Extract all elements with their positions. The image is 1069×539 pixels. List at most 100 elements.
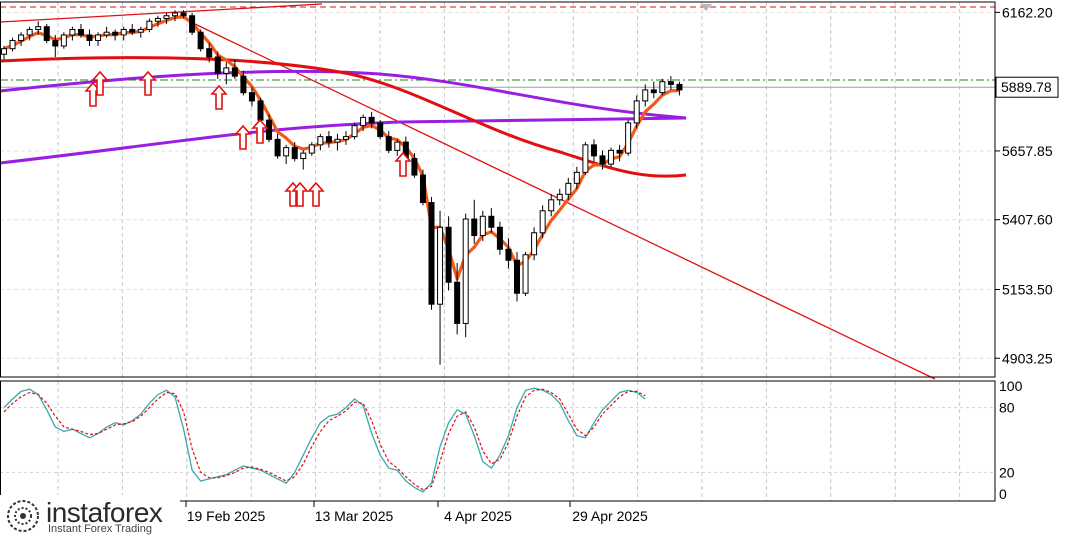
candle [274,133,281,159]
candle-body [69,28,76,36]
candle [77,23,84,38]
candle [454,262,461,335]
candle-body [548,199,555,212]
instaforex-logo: instaforex Instant Forex Trading [0,495,180,539]
candle [248,87,255,107]
buy-signal-arrow [251,118,269,144]
candle-body [488,215,495,228]
candle-body [146,20,153,30]
signal-arrows [84,70,412,207]
candle [189,12,196,35]
candle-body [539,210,546,234]
candle-body [223,67,230,74]
candle-body [368,116,375,124]
candle-body [26,28,33,36]
candle [137,26,144,38]
candle [411,153,418,178]
candle [197,29,204,52]
buy-signal-arrow [394,151,412,177]
price-tick-label: 5657.85 [1002,143,1053,159]
candle [650,81,657,99]
candle [428,197,435,310]
candle-body [608,149,615,165]
candle [43,23,50,44]
candle [522,252,529,296]
candle [308,142,315,156]
candle-body [308,144,315,154]
candle [573,166,580,189]
candle [334,133,341,151]
oscillator-tick-label: 0 [999,486,1007,502]
candle [608,147,615,167]
candle [590,139,597,162]
candle [317,133,324,151]
candle [471,199,478,244]
candle [214,51,221,79]
candle [565,177,572,200]
date-tick-label: 29 Apr 2025 [572,508,648,524]
candle [103,26,110,38]
candle-body [556,193,563,201]
candle-body [240,75,247,94]
candle-body [18,34,25,41]
candle-body [573,171,580,184]
candle [9,37,16,52]
candle [60,32,67,49]
panel-frames [0,1,996,502]
candle-body [180,12,187,17]
candle-body [112,31,119,36]
candle [505,238,512,269]
candle [616,144,623,162]
candle-body [172,12,178,17]
candle-body [77,28,84,36]
oscillator-tick-label: 100 [999,378,1023,394]
upper-trend-line [0,3,323,23]
candle [556,188,563,206]
candle [394,139,401,156]
price-tick-label: 5153.50 [1002,282,1053,298]
candle-body [163,15,170,19]
logo-brand: instaforex [46,497,163,528]
oscillator-tick-label: 80 [999,400,1015,416]
candle [86,29,93,46]
candle-body [522,254,529,294]
candle [419,169,426,206]
candle [35,21,42,35]
candle-body [137,28,144,33]
candle [496,221,503,255]
candle [1,45,7,60]
oscillator-signal-line [3,388,646,491]
candle [343,131,349,145]
oscillator-axis: 100 80 20 0 [999,378,1023,502]
candle-body [582,144,589,173]
candle [479,210,486,242]
price-tick-label: 4903.25 [1002,350,1053,366]
candle-body [103,31,110,36]
candle [676,81,683,96]
candle [112,29,119,41]
buy-signal-arrow [234,124,252,150]
candle-body [43,26,50,41]
current-price-box [995,76,1059,98]
candle [163,12,170,24]
candle [300,150,307,170]
candle-body [86,34,93,41]
candle-body [300,152,307,160]
main-panel-frame [0,1,996,378]
candle [325,131,332,148]
candle [120,26,127,41]
candle-body [633,100,640,124]
ma-purple-slow [0,116,687,165]
candle-body [129,28,136,33]
candle [351,122,358,140]
candle-body [650,89,657,94]
candle [223,62,230,85]
candle [26,26,33,41]
ma-red [0,56,687,178]
candle-body [283,147,290,157]
ma-purple-medium [0,69,687,120]
candle-body [1,48,7,55]
candle [291,142,298,162]
price-axis: 6162.20 5657.85 5407.60 5153.50 4903.25 [995,4,1053,366]
candle [180,10,187,19]
